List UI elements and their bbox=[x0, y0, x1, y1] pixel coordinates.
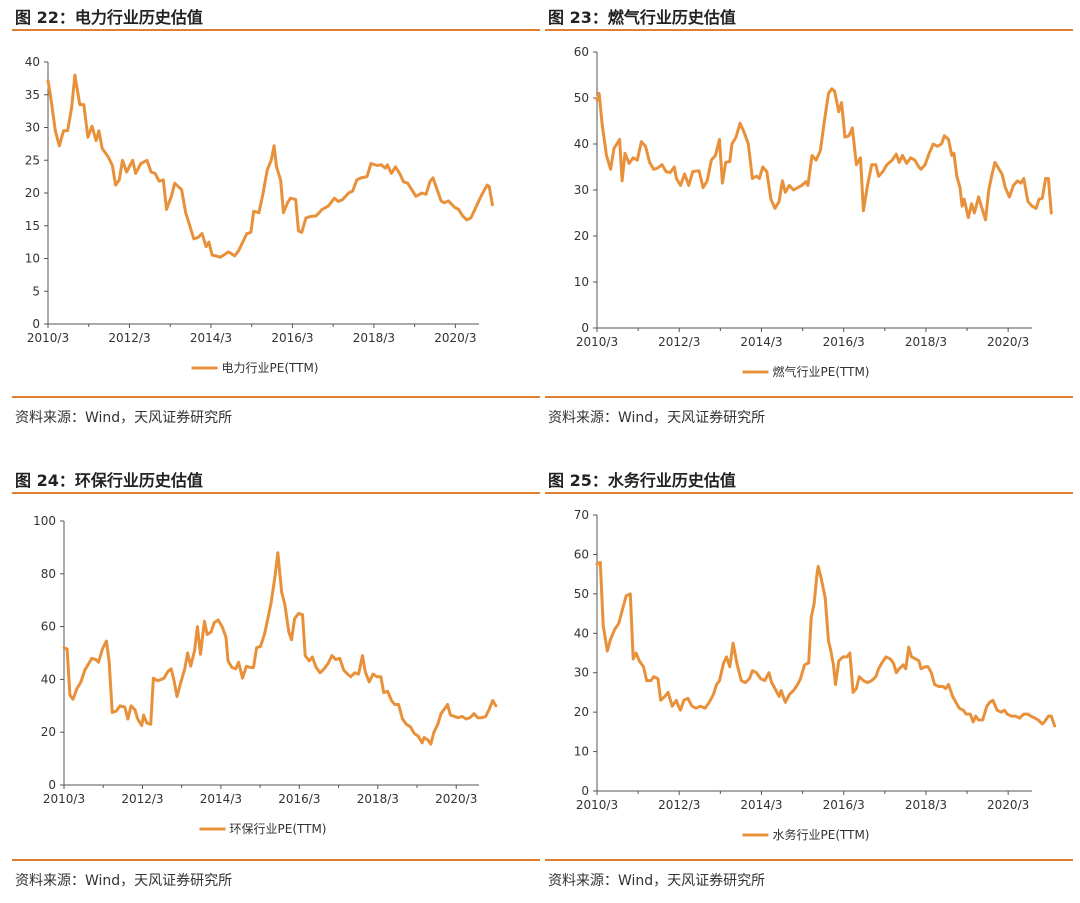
title-divider bbox=[12, 492, 540, 494]
x-tick-label: 2018/3 bbox=[353, 331, 395, 345]
legend-label: 燃气行业PE(TTM) bbox=[773, 364, 870, 379]
x-tick-label: 2018/3 bbox=[905, 798, 947, 812]
source-divider bbox=[545, 859, 1073, 861]
source-divider bbox=[12, 396, 540, 398]
x-tick-label: 2016/3 bbox=[278, 792, 320, 806]
y-tick-label: 50 bbox=[574, 91, 589, 105]
x-tick-label: 2010/3 bbox=[576, 335, 618, 349]
legend-label: 水务行业PE(TTM) bbox=[773, 827, 870, 842]
legend-label: 环保行业PE(TTM) bbox=[230, 822, 327, 836]
x-tick-label: 2016/3 bbox=[823, 798, 865, 812]
x-tick-label: 2020/3 bbox=[434, 331, 476, 345]
x-tick-label: 2012/3 bbox=[658, 335, 700, 349]
source-divider bbox=[545, 396, 1073, 398]
x-tick-label: 2016/3 bbox=[823, 335, 865, 349]
source-divider bbox=[12, 859, 540, 861]
y-tick-label: 70 bbox=[574, 508, 589, 522]
x-tick-label: 2012/3 bbox=[121, 792, 163, 806]
x-tick-label: 2010/3 bbox=[576, 798, 618, 812]
title-divider bbox=[545, 29, 1073, 31]
source-note: 资料来源：Wind，天风证券研究所 bbox=[15, 410, 233, 426]
line-chart: 0 5 10 15 20 25 30 35 40 2010/3 2012/3 2014/3 2016/3… bbox=[25, 55, 494, 375]
x-tick-label: 2018/3 bbox=[905, 335, 947, 349]
y-tick-label: 0 bbox=[581, 784, 589, 798]
figure-title: 图 25：水务行业历史估值 bbox=[548, 471, 736, 490]
series-line bbox=[595, 560, 1057, 728]
legend-label: 电力行业PE(TTM) bbox=[222, 361, 319, 375]
y-tick-label: 60 bbox=[574, 547, 589, 561]
y-tick-label: 20 bbox=[25, 186, 40, 200]
y-tick-label: 60 bbox=[41, 620, 56, 634]
y-tick-label: 100 bbox=[33, 514, 56, 528]
y-tick-label: 40 bbox=[574, 626, 589, 640]
y-tick-label: 40 bbox=[574, 137, 589, 151]
y-tick-label: 0 bbox=[48, 778, 56, 792]
y-tick-label: 30 bbox=[574, 666, 589, 680]
line-chart: 0 10 20 30 40 50 60 70 2010/3 2012/3 2014/3 2016/3 2… bbox=[574, 508, 1057, 842]
x-tick-label: 2012/3 bbox=[658, 798, 700, 812]
x-tick-label: 2016/3 bbox=[271, 331, 313, 345]
y-tick-label: 60 bbox=[574, 45, 589, 59]
source-note: 资料来源：Wind，天风证券研究所 bbox=[548, 410, 766, 426]
x-tick-label: 2018/3 bbox=[357, 792, 399, 806]
series-line bbox=[595, 87, 1053, 222]
y-tick-label: 25 bbox=[25, 153, 40, 167]
y-tick-label: 0 bbox=[581, 321, 589, 335]
chart-panel-environmental: 图 24：环保行业历史估值 0 20 40 60 80 100 2010/3 2012/3 20… bbox=[12, 463, 540, 903]
x-tick-label: 2014/3 bbox=[740, 335, 782, 349]
chart-panel-power: 图 22：电力行业历史估值 0 5 10 15 20 25 30 35 40 2010/3 2012… bbox=[12, 0, 540, 440]
title-divider bbox=[545, 492, 1073, 494]
title-divider bbox=[12, 29, 540, 31]
chart-panel-water: 图 25：水务行业历史估值 0 10 20 30 40 50 60 70 2010/3 2012/… bbox=[545, 463, 1073, 903]
y-tick-label: 30 bbox=[25, 121, 40, 135]
source-note: 资料来源：Wind，天风证券研究所 bbox=[548, 873, 766, 889]
line-chart: 0 10 20 30 40 50 60 2010/3 2012/3 2014/3 2016/3 201… bbox=[574, 45, 1053, 379]
x-tick-label: 2014/3 bbox=[200, 792, 242, 806]
y-tick-label: 20 bbox=[41, 725, 56, 739]
y-tick-label: 20 bbox=[574, 229, 589, 243]
x-tick-label: 2010/3 bbox=[43, 792, 85, 806]
figure-title: 图 23：燃气行业历史估值 bbox=[548, 8, 736, 27]
chart-panel-gas: 图 23：燃气行业历史估值 0 10 20 30 40 50 60 2010/3 2012/3 2… bbox=[545, 0, 1073, 440]
series-line bbox=[46, 73, 494, 259]
x-tick-label: 2014/3 bbox=[740, 798, 782, 812]
y-tick-label: 40 bbox=[25, 55, 40, 69]
y-tick-label: 30 bbox=[574, 183, 589, 197]
x-tick-label: 2020/3 bbox=[987, 335, 1029, 349]
y-tick-label: 10 bbox=[25, 252, 40, 266]
x-tick-label: 2012/3 bbox=[108, 331, 150, 345]
y-tick-label: 50 bbox=[574, 587, 589, 601]
y-tick-label: 40 bbox=[41, 672, 56, 686]
y-tick-label: 15 bbox=[25, 219, 40, 233]
x-tick-label: 2020/3 bbox=[435, 792, 477, 806]
y-tick-label: 20 bbox=[574, 705, 589, 719]
line-chart: 0 20 40 60 80 100 2010/3 2012/3 2014/3 2016/3 2018… bbox=[33, 514, 498, 836]
x-tick-label: 2020/3 bbox=[987, 798, 1029, 812]
x-tick-label: 2014/3 bbox=[190, 331, 232, 345]
y-tick-label: 35 bbox=[25, 88, 40, 102]
y-tick-label: 0 bbox=[32, 317, 40, 331]
figure-title: 图 22：电力行业历史估值 bbox=[15, 8, 203, 27]
y-tick-label: 80 bbox=[41, 567, 56, 581]
source-note: 资料来源：Wind，天风证券研究所 bbox=[15, 873, 233, 889]
y-tick-label: 10 bbox=[574, 275, 589, 289]
y-tick-label: 10 bbox=[574, 745, 589, 759]
series-line bbox=[62, 551, 498, 746]
x-tick-label: 2010/3 bbox=[27, 331, 69, 345]
figure-title: 图 24：环保行业历史估值 bbox=[15, 471, 203, 490]
y-tick-label: 5 bbox=[32, 284, 40, 298]
